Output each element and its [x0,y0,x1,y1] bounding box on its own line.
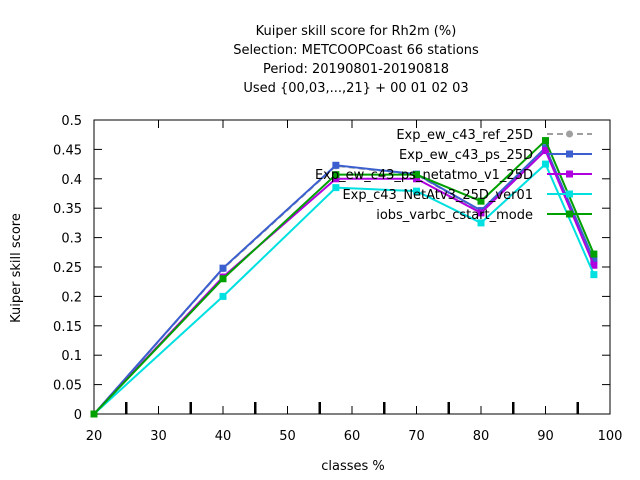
legend: Exp_ew_c43_ref_25D Exp_ew_c43_ps_25D Exp_e… [315,128,592,223]
legend-label: Exp_ew_c43_ps_25D [399,148,533,163]
data-point [590,271,598,279]
x-axis-label: classes % [321,459,385,474]
x-tick-label: 80 [473,429,490,444]
x-tick-label: 90 [537,429,554,444]
data-point [542,137,549,145]
title-line: Period: 20190801-20190818 [263,62,449,77]
legend-label: Exp_ew_c43_ref_25D [396,128,533,143]
data-point [413,175,420,183]
data-point [219,292,227,300]
title-line: Kuiper skill score for Rh2m (%) [256,24,457,39]
data-point [590,256,598,264]
legend-marker [566,190,573,198]
data-point [90,410,98,418]
data-point [542,147,549,155]
x-tick-label: 30 [150,429,167,444]
chart-title: Kuiper skill score for Rh2m (%) Selection… [233,24,479,96]
legend-marker [566,210,573,218]
data-point [413,187,420,195]
y-tick-label: 0.35 [53,202,82,217]
legend-label: iobs_varbc_cstart_mode [376,208,533,223]
x-tick-label: 60 [344,429,361,444]
data-point [477,219,485,227]
data-point [542,160,549,168]
y-tick-label: 0.05 [53,379,82,394]
axes: 0 0.05 0.1 0.15 0.2 0.25 0.3 0.35 0.4 0.45 0.5 20 30… [53,114,622,444]
data-point [590,261,598,269]
legend-label: Exp_ew_c43_ps_netatmo_v1_25D [315,168,533,183]
y-tick-label: 0.3 [61,232,82,247]
data-point [477,197,485,205]
data-point [477,209,485,217]
title-line: Used {00,03,...,21} + 00 01 02 03 [243,81,468,96]
legend-marker [566,150,573,158]
legend-marker [566,170,573,178]
y-axis-label: Kuiper skill score [9,213,24,323]
data-point [413,171,420,179]
data-point [332,175,340,183]
y-tick-label: 0.45 [53,143,82,158]
data-point [332,161,340,169]
x-tick-label: 70 [408,429,425,444]
legend-label: Exp_c43_NetAtv3_25D_ver01 [342,188,533,203]
data-point [332,171,340,179]
series-layer [90,137,598,418]
y-tick-label: 0 [74,408,82,423]
y-tick-label: 0.25 [53,261,82,276]
title-line: Selection: METCOOPCoast 66 stations [233,43,479,58]
y-tick-label: 0.4 [61,173,82,188]
y-tick-label: 0.5 [61,114,82,129]
data-point [332,184,340,192]
data-point [219,275,227,283]
x-tick-label: 50 [279,429,296,444]
y-tick-label: 0.1 [61,349,82,364]
series-4 [90,137,598,418]
x-tick-label: 40 [215,429,232,444]
data-point [590,250,598,258]
y-tick-label: 0.15 [53,320,82,335]
x-tick-label: 100 [598,429,623,444]
x-tick-label: 20 [86,429,103,444]
legend-marker [566,130,573,138]
y-tick-label: 0.2 [61,290,82,305]
data-point [219,264,227,272]
